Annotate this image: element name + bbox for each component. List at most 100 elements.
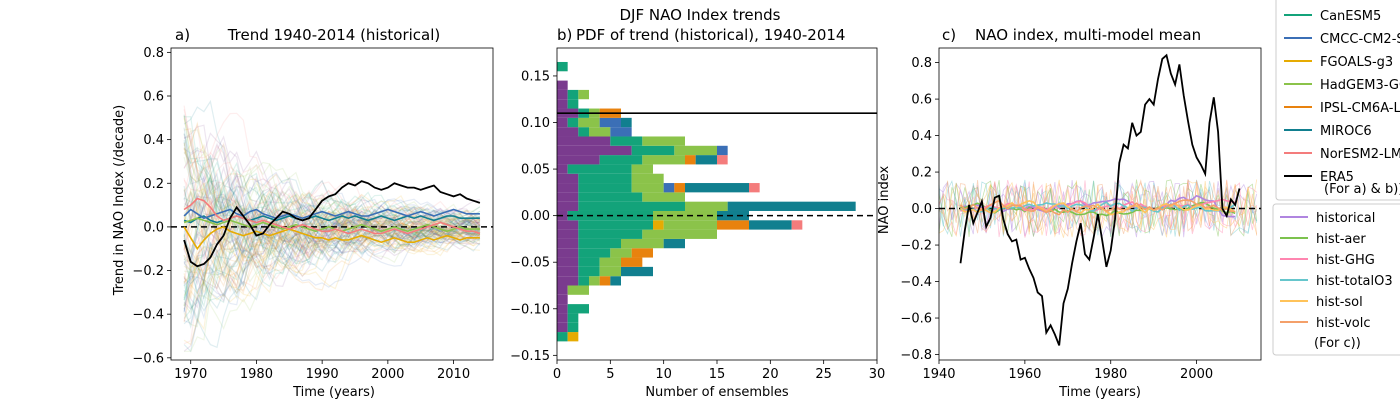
panel-b-bar-hadgem3-gc31-ll <box>642 192 685 202</box>
panel-a-frame <box>170 47 494 361</box>
panel-a-ensemble-line <box>183 154 481 254</box>
panel-a-ensemble-line <box>183 143 481 240</box>
panel-b-bar-canesm5 <box>578 257 600 267</box>
panel-a: a) Trend 1940-2014 (historical) Time (ye… <box>112 26 494 400</box>
legend-label-ipsl-cm6a-lr: IPSL-CM6A-LR <box>1320 101 1400 116</box>
panel-a-xtick-label: 2010 <box>437 367 470 382</box>
panel-b-ytick-label: 0.00 <box>521 209 550 224</box>
panel-a-ensemble-line <box>183 178 481 255</box>
panel-a-ensemble-line <box>183 124 481 257</box>
panel-a-xtick-label: 1970 <box>174 367 207 382</box>
panel-b-bar-canesm5 <box>567 99 579 109</box>
panel-b-xtick-label: 20 <box>762 367 779 382</box>
legend-label-hist-sol: hist-sol <box>1316 295 1363 310</box>
panel-b-bar-canesm5 <box>567 89 579 100</box>
panel-a-ylabel: Trend in NAO Index (/decade) <box>112 105 127 297</box>
panel-b-bar-canesm5 <box>578 192 643 202</box>
panel-a-ytick-label: 0.2 <box>143 177 164 192</box>
panel-c-ytick-label: −0.4 <box>900 275 932 290</box>
panel-b-bar-hadgem3-gc31-ll <box>599 266 621 277</box>
panel-b-bar-access-esm1-5 <box>557 276 579 286</box>
panel-a-ensemble-line <box>183 178 481 325</box>
panel-b-bar-access-esm1-5 <box>557 220 579 230</box>
legend-experiments-frame <box>1272 203 1400 356</box>
panel-b-bar-access-esm1-5 <box>557 285 568 295</box>
panel-c-ytick-label: −0.2 <box>900 239 932 254</box>
panel-b-bar-access-esm1-5 <box>557 257 579 267</box>
legend-label-canesm5: CanESM5 <box>1320 9 1381 24</box>
panel-b-bar-access-esm1-5 <box>557 136 611 146</box>
panel-a-ensemble-line <box>183 151 481 256</box>
panel-b-bar-access-esm1-5 <box>557 173 579 184</box>
panel-b-ytick-label: −0.05 <box>510 256 550 271</box>
panel-b-bar-access-esm1-5 <box>557 229 579 239</box>
panel-a-ensemble-line <box>183 197 481 252</box>
panel-b-bar-fgoals-g3 <box>653 220 664 230</box>
panel-b-bar-canesm5 <box>578 248 611 258</box>
panel-c-series-hist-volc <box>959 199 1236 216</box>
panel-b-bar-access-esm1-5 <box>557 294 568 305</box>
panel-b-bar-ipsl-cm6a-lr <box>685 155 696 165</box>
panel-b-bar-hadgem3-gc31-ll <box>642 136 685 146</box>
panel-b-bar-noresm2-lm <box>791 220 803 230</box>
panel-b-bar-canesm5 <box>578 201 685 211</box>
panel-a-ensemble-line <box>183 161 480 307</box>
legend-label-access-esm1-5: ACCESS-ESM1-5 <box>1320 0 1400 1</box>
figure-suptitle: DJF NAO Index trends <box>619 6 780 24</box>
panel-b-bar-hadgem3-gc31-ll <box>685 201 728 211</box>
panel-a-series-era5 <box>183 180 481 268</box>
panel-a-ensemble-line <box>183 185 481 276</box>
panel-b-bar-canesm5 <box>557 332 568 342</box>
panel-b-bar-access-esm1-5 <box>557 164 568 174</box>
panel-b-bar-noresm2-lm <box>749 183 760 193</box>
panel-b-bar-ipsl-cm6a-lr <box>717 220 749 230</box>
panel-b-bar-access-esm1-5 <box>557 80 568 90</box>
panel-b-bar-miroc6 <box>610 276 621 286</box>
panel-a-ensemble-line <box>183 183 481 313</box>
panel-a-ensemble-line <box>183 174 481 256</box>
legend-label-hist-ghg: hist-GHG <box>1316 253 1375 268</box>
panel-b-bar-canesm5 <box>578 266 600 277</box>
panel-a-ensemble-line <box>183 188 480 274</box>
panel-c-ytick-label: 0.0 <box>911 202 932 217</box>
panel-b-bar-hadgem3-gc31-ll <box>567 285 589 295</box>
panel-a-ensemble-line <box>183 207 481 313</box>
panel-c-series-hist-ghg <box>960 198 1236 213</box>
panel-c-raw-line <box>938 179 1258 237</box>
panel-a-ensemble-line <box>183 207 481 303</box>
panel-a-ensemble-line <box>183 195 481 281</box>
panel-b-bar-access-esm1-5 <box>557 304 568 314</box>
legend-label-historical: historical <box>1316 211 1375 226</box>
panel-b-bar-hadgem3-gc31-ll <box>642 229 717 239</box>
panel-b-bar-canesm5 <box>578 238 621 249</box>
panel-b-bar-miroc6 <box>621 266 653 277</box>
panel-a-ensemble-line <box>183 212 481 322</box>
panel-b-bar-miroc6 <box>727 201 856 211</box>
panel-b-bar-canesm5 <box>567 313 579 323</box>
panel-a-ensemble-line <box>183 184 481 299</box>
panel-b-bar-miroc6 <box>663 238 685 249</box>
panel-b-ytick-label: 0.10 <box>521 116 550 131</box>
panel-a-ensemble-line <box>183 193 481 296</box>
panel-b-bar-access-esm1-5 <box>557 145 632 156</box>
panel-b-bar-access-esm1-5 <box>557 183 579 193</box>
panel-a-ensemble-line <box>183 200 481 251</box>
panel-a-ensemble-line <box>183 202 481 301</box>
panel-a-ensemble-line <box>183 204 481 346</box>
panel-a-ensemble-line <box>183 186 481 301</box>
panel-a-ensemble-line <box>183 109 481 240</box>
panel-b-bar-ipsl-cm6a-lr <box>674 183 685 193</box>
panel-b-bar-hadgem3-gc31-ll <box>674 145 717 156</box>
panel-a-ensemble-line <box>183 142 481 288</box>
panel-a-ytick-label: 0.0 <box>143 220 164 235</box>
panel-b-bar-miroc6 <box>621 117 632 128</box>
legend-label-era5: ERA5 <box>1320 170 1354 185</box>
panel-a-ensemble-line <box>183 183 481 259</box>
panel-b-bar-miroc6 <box>695 155 717 165</box>
panel-a-ensemble-line <box>183 171 481 232</box>
panel-a-ensemble-line <box>183 208 481 279</box>
panel-a-ensemble-line <box>183 220 481 321</box>
panel-c-xtick-label: 1940 <box>922 367 955 382</box>
panel-b-ytick-label: 0.15 <box>521 69 550 84</box>
